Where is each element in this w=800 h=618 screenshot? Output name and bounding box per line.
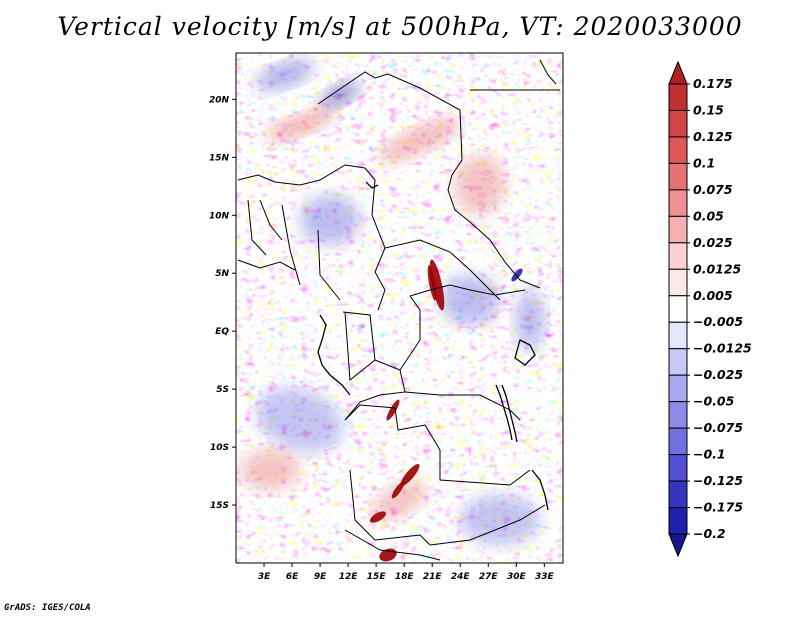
colorbar-label: 0.075 [693, 182, 733, 197]
colorbar-label: −0.005 [693, 314, 743, 329]
colorbar-swatch [668, 189, 688, 217]
colorbar-swatch [668, 295, 688, 323]
lon-tick-label: 30E [507, 572, 527, 582]
velocity-region [454, 155, 506, 215]
velocity-region [372, 480, 428, 520]
lon-tick-label: 18E [395, 572, 415, 582]
colorbar-label: −0.1 [693, 447, 726, 462]
colorbar-swatch [668, 162, 688, 191]
longitude-ticks: 3E 6E 9E 12E 15E 18E 21E 24E 27E 30E 33E [258, 563, 555, 582]
velocity-region [320, 81, 360, 110]
colorbar-label: −0.075 [693, 420, 743, 435]
lat-tick-label: EQ [215, 327, 229, 337]
lon-tick-label: 21E [423, 572, 443, 582]
latitude-ticks: 20N 15N 10N 5N EQ 5S 10S 15S [209, 95, 236, 511]
map-title: Vertical velocity [m/s] at 500hPa, VT: 2… [57, 12, 743, 41]
colorbar-label: 0.175 [693, 76, 733, 91]
velocity-field [236, 53, 563, 563]
colorbar-swatch [668, 136, 688, 164]
colorbar: 0.175 0.15 0.125 0.1 0.075 0.05 0.025 0.0125 0.0… [668, 60, 752, 558]
velocity-core [369, 511, 387, 523]
lat-tick-label: 10N [209, 211, 230, 221]
colorbar-swatch [668, 348, 688, 376]
colorbar-swatch [668, 454, 688, 482]
velocity-region [378, 118, 462, 162]
map-axes: 20N 15N 10N 5N EQ 5S 10S 15S 3E 6E 9E 12E 15E 18E 21E… [209, 52, 564, 582]
velocity-core [391, 481, 405, 499]
lat-tick-label: 10S [210, 443, 229, 453]
lon-tick-label: 27E [479, 572, 499, 582]
grads-credit: GrADS: IGES/COLA [4, 603, 91, 613]
colorbar-swatch [668, 215, 688, 244]
velocity-overlays [240, 59, 545, 562]
colorbar-label: 0.0125 [693, 261, 742, 276]
lat-tick-label: 5N [215, 269, 229, 279]
colorbar-swatch [668, 507, 688, 535]
colorbar-swatch [668, 109, 688, 138]
lon-tick-label: 15E [367, 572, 387, 582]
velocity-region [240, 450, 300, 490]
velocity-region [266, 109, 334, 141]
velocity-region [460, 495, 540, 545]
velocity-core [386, 399, 400, 421]
lat-tick-label: 5S [216, 385, 229, 395]
colorbar-label: 0.1 [693, 155, 715, 170]
velocity-region [515, 290, 545, 350]
velocity-core [511, 268, 523, 282]
lat-tick-label: 15N [209, 153, 230, 163]
lon-tick-label: 12E [339, 572, 359, 582]
velocity-region [300, 195, 360, 245]
lon-tick-label: 33E [535, 572, 555, 582]
colorbar-swatch [668, 321, 688, 350]
colorbar-label: −0.175 [693, 500, 743, 515]
colorbar-swatch [668, 83, 688, 111]
velocity-core [429, 259, 445, 311]
colorbar-swatch [668, 401, 688, 429]
country-boundaries [237, 59, 560, 561]
lakes-and-coast [317, 181, 549, 511]
colorbar-min-arrow [668, 533, 688, 558]
velocity-core [400, 463, 420, 487]
colorbar-label: 0.125 [693, 129, 733, 144]
colorbar-swatch [668, 427, 688, 456]
colorbar-swatch [668, 268, 688, 297]
colorbar-max-arrow [668, 60, 688, 85]
colorbar-swatch [668, 480, 688, 509]
colorbar-swatch [668, 374, 688, 403]
lon-tick-label: 6E [286, 572, 299, 582]
colorbar-label: 0.005 [693, 288, 733, 303]
colorbar-label: −0.2 [693, 526, 726, 541]
lon-tick-label: 3E [258, 572, 271, 582]
lat-tick-label: 15S [210, 501, 229, 511]
velocity-region [440, 275, 500, 325]
colorbar-label: −0.125 [693, 473, 743, 488]
colorbar-swatch [668, 242, 688, 270]
colorbar-label: 0.05 [693, 208, 724, 223]
lon-tick-label: 24E [451, 572, 471, 582]
colorbar-label: −0.0125 [693, 341, 752, 356]
colorbar-label: 0.025 [693, 235, 733, 250]
lon-tick-label: 9E [314, 572, 327, 582]
velocity-region [256, 59, 314, 91]
velocity-core [427, 265, 437, 301]
colorbar-label: −0.05 [693, 394, 735, 409]
lat-tick-label: 20N [209, 95, 230, 105]
colorbar-label: 0.15 [693, 102, 724, 117]
velocity-region [256, 387, 344, 453]
colorbar-label: −0.025 [693, 367, 743, 382]
